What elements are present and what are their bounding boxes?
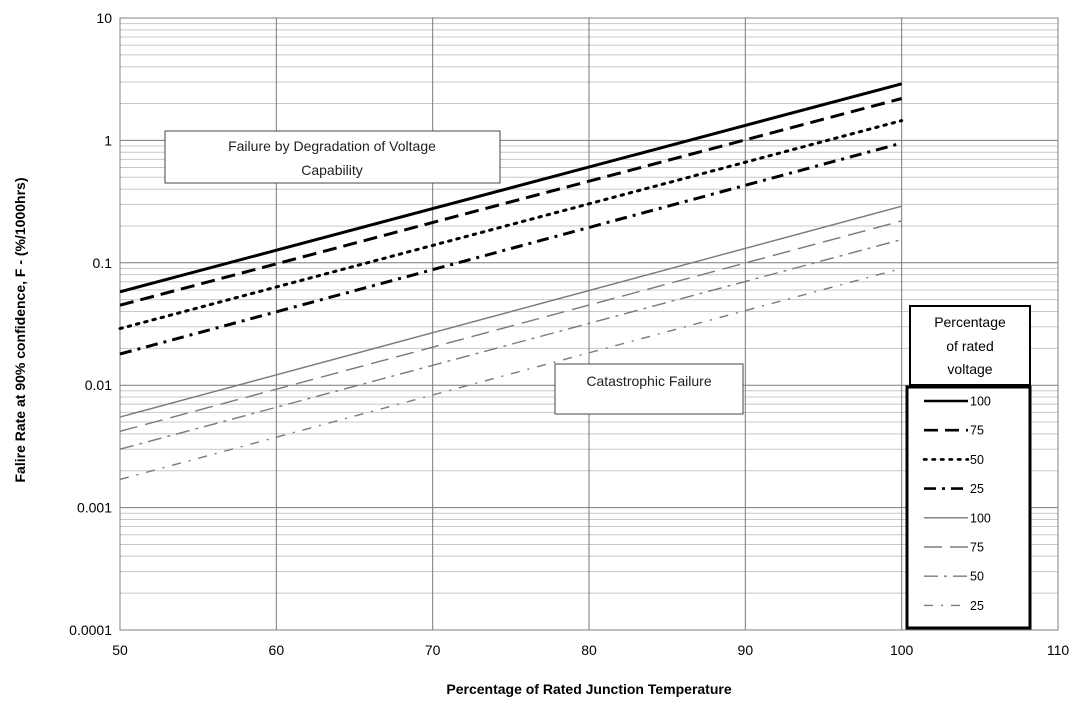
legend-title-box — [909, 305, 1031, 386]
x-tick-label: 90 — [738, 642, 754, 658]
y-tick-label: 0.0001 — [69, 622, 112, 638]
x-tick-label: 50 — [112, 642, 128, 658]
legend-label: 50 — [970, 453, 984, 467]
series-line-degradation-75 — [119, 97, 903, 307]
x-tick-label: 60 — [269, 642, 285, 658]
annotation-catastrophic: Catastrophic Failure — [554, 363, 744, 415]
legend-label: 25 — [970, 482, 984, 496]
y-tick-labels: 0.0001 0.001 0.01 0.1 1 10 — [69, 10, 112, 638]
y-tick-label: 0.1 — [93, 255, 113, 271]
y-axis-title: Falire Rate at 90% confidence, F - (%/10… — [12, 178, 28, 483]
legend-label: 25 — [970, 599, 984, 613]
legend-label: 75 — [970, 424, 984, 438]
plot-frame — [119, 17, 1059, 631]
annotation-degradation: Failure by Degradation of Voltage Capabi… — [164, 130, 501, 184]
x-tick-label: 70 — [425, 642, 441, 658]
annotation-catastrophic-box — [554, 363, 744, 415]
legend-entries-box — [905, 385, 1032, 630]
legend: Percentage of rated voltage 100755025100… — [905, 305, 1032, 630]
x-tick-label: 100 — [890, 642, 914, 658]
series-layer — [118, 82, 904, 481]
series-line-catastrophic-50 — [119, 238, 902, 450]
series-line-catastrophic-75 — [119, 220, 902, 432]
legend-label: 100 — [970, 395, 991, 409]
series-line-catastrophic-100 — [119, 205, 902, 418]
y-tick-label: 1 — [104, 132, 112, 148]
legend-label: 50 — [970, 570, 984, 584]
annotation-degradation-line-2: Capability — [301, 162, 362, 178]
y-tick-label: 0.01 — [85, 377, 112, 393]
annotation-degradation-box — [164, 130, 501, 184]
legend-label: 100 — [970, 511, 991, 525]
x-tick-label: 80 — [581, 642, 597, 658]
legend-title-line-3: voltage — [947, 361, 992, 377]
x-tick-labels: 50 60 70 80 90 100 110 — [112, 642, 1069, 658]
legend-label: 75 — [970, 541, 984, 555]
x-axis-title: Percentage of Rated Junction Temperature — [446, 681, 731, 697]
annotation-degradation-line-1: Failure by Degradation of Voltage — [228, 138, 436, 154]
legend-title-line-1: Percentage — [934, 314, 1006, 330]
y-tick-label: 10 — [96, 10, 112, 26]
legend-title-line-2: of rated — [946, 338, 993, 354]
series-line-degradation-50 — [118, 119, 904, 331]
annotation-catastrophic-text: Catastrophic Failure — [586, 373, 711, 389]
x-tick-label: 110 — [1047, 642, 1070, 658]
series-line-degradation-100 — [119, 82, 903, 294]
legend-entries: 100 75 50 25 100 75 50 25 — [922, 395, 991, 613]
y-tick-label: 0.001 — [77, 500, 112, 516]
